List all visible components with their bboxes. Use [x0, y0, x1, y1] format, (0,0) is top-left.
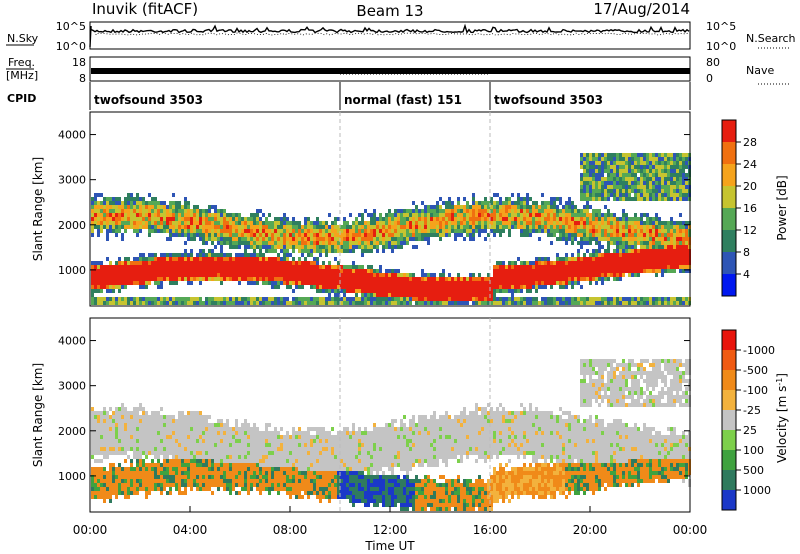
- power-colorbar-swatch: [722, 208, 736, 230]
- velocity-colorbar-tick: -500: [743, 364, 768, 377]
- power-colorbar-swatch: [722, 164, 736, 186]
- power-colorbar-swatch: [722, 120, 736, 142]
- power-colorbar-swatch: [722, 186, 736, 208]
- velocity-colorbar-swatch: [722, 430, 736, 450]
- power-colorbar-label: Power [dB]: [775, 175, 789, 240]
- velocity-xtick-label: 20:00: [573, 523, 608, 537]
- velocity-colorbar-swatch: [722, 450, 736, 470]
- velocity-colorbar-swatch: [722, 370, 736, 390]
- velocity-colorbar-tick: 100: [743, 444, 764, 457]
- nsky-series: [89, 23, 690, 48]
- velocity-xtick-label: 16:00: [473, 523, 508, 537]
- nsearch-label: N.Search: [746, 32, 796, 45]
- velocity-colorbar-tick: 500: [743, 464, 764, 477]
- velocity-colorbar-tick: 1000: [743, 484, 771, 497]
- cpid-label: CPID: [7, 92, 36, 105]
- station-title: Inuvik (fitACF): [92, 0, 198, 18]
- velocity-ylabel: Slant Range [km]: [31, 363, 45, 467]
- power-colorbar-tick: 20: [743, 180, 757, 193]
- power-colorbar-swatch: [722, 274, 736, 296]
- velocity-panel: 1000 2000 3000 4000 00:00 04:00 08:00 12:00 16:…: [31, 317, 789, 553]
- nsky-label: N.Sky: [7, 32, 39, 45]
- velocity-xtick-label: 08:00: [273, 523, 308, 537]
- nsky-panel: N.Sky 10^5 10^0 10^5 10^0 N.Search: [6, 20, 796, 53]
- velocity-ytick-label: 4000: [58, 335, 86, 348]
- cpid-segment-label: twofsound 3503: [94, 93, 203, 107]
- freq-series: [91, 68, 690, 74]
- power-colorbar-swatch: [722, 230, 736, 252]
- nave-label: Nave: [746, 64, 774, 77]
- nsearch-tick-high: 10^5: [706, 20, 736, 33]
- power-heatmap-cells: [91, 153, 691, 305]
- power-colorbar-tick: 4: [743, 268, 750, 281]
- velocity-xlabel: Time UT: [364, 539, 415, 553]
- velocity-xtick-label: 12:00: [373, 523, 408, 537]
- cpid-segment-label: normal (fast) 151: [344, 93, 462, 107]
- velocity-colorbar-tick: -25: [743, 404, 761, 417]
- velocity-xtick-label: 00:00: [673, 523, 708, 537]
- velocity-colorbar-swatch: [722, 390, 736, 410]
- power-panel: 1000 2000 3000 4000 Slant Range [km] 4 8 12 16…: [31, 111, 789, 307]
- velocity-colorbar-swatch: [722, 470, 736, 490]
- nsky-tick-low: 10^0: [56, 40, 86, 53]
- power-colorbar-tick: 8: [743, 246, 750, 259]
- freq-panel: Freq. [MHz] 18 8 80 0 Nave: [6, 56, 790, 85]
- velocity-heatmap-cells: [91, 359, 691, 511]
- power-ytick-label: 2000: [58, 219, 86, 232]
- nsky-tick-high: 10^5: [56, 20, 86, 33]
- nsearch-tick-low: 10^0: [706, 40, 736, 53]
- freq-unit: [MHz]: [6, 69, 38, 82]
- power-colorbar-tick: 12: [743, 224, 757, 237]
- power-ytick-label: 4000: [58, 129, 86, 142]
- velocity-colorbar-swatch: [722, 330, 736, 350]
- power-colorbar-tick: 24: [743, 158, 757, 171]
- date-title: 17/Aug/2014: [593, 0, 690, 18]
- velocity-colorbar-swatch: [722, 350, 736, 370]
- nsearch-series: [95, 32, 691, 36]
- power-ylabel: Slant Range [km]: [31, 157, 45, 261]
- power-ytick-label: 3000: [58, 174, 86, 187]
- power-colorbar-tick: 28: [743, 136, 757, 149]
- velocity-ytick-label: 2000: [58, 425, 86, 438]
- velocity-colorbar-swatch: [722, 410, 736, 430]
- velocity-colorbar-swatch: [722, 490, 736, 510]
- cpid-strip: twofsound 3503 normal (fast) 151 twofsound…: [89, 82, 691, 110]
- freq-tick-high: 18: [72, 56, 86, 69]
- power-colorbar-swatch: [722, 142, 736, 164]
- velocity-colorbar-tick: -1000: [743, 344, 775, 357]
- velocity-colorbar-tick: -100: [743, 384, 768, 397]
- freq-label: Freq.: [8, 56, 35, 69]
- velocity-colorbar-tick: 25: [743, 424, 757, 437]
- velocity-xtick-label: 00:00: [73, 523, 108, 537]
- velocity-ytick-label: 1000: [58, 470, 86, 483]
- nave-tick-low: 0: [706, 72, 713, 85]
- power-ytick-label: 1000: [58, 264, 86, 277]
- cpid-segment-label: twofsound 3503: [494, 93, 603, 107]
- power-colorbar-swatch: [722, 252, 736, 274]
- nave-tick-high: 80: [706, 56, 720, 69]
- power-colorbar-tick: 16: [743, 202, 757, 215]
- velocity-xtick-label: 04:00: [173, 523, 208, 537]
- velocity-cbar-label: Velocity [m s-1]: [775, 373, 789, 463]
- beam-title: Beam 13: [356, 2, 423, 20]
- velocity-ytick-label: 3000: [58, 380, 86, 393]
- freq-tick-low: 8: [79, 72, 86, 85]
